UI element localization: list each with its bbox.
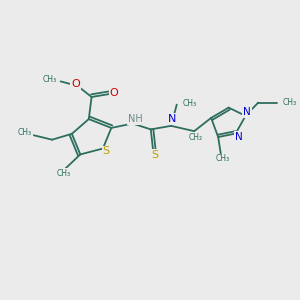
Text: N: N bbox=[243, 107, 251, 117]
Text: NH: NH bbox=[128, 114, 143, 124]
Text: N: N bbox=[235, 132, 242, 142]
Text: S: S bbox=[151, 150, 158, 160]
Text: O: O bbox=[110, 88, 118, 98]
Text: CH₂: CH₂ bbox=[189, 133, 203, 142]
Text: O: O bbox=[71, 79, 80, 89]
Text: S: S bbox=[103, 146, 110, 157]
Text: N: N bbox=[168, 114, 177, 124]
Text: CH₃: CH₃ bbox=[17, 128, 32, 137]
Text: CH₃: CH₃ bbox=[283, 98, 297, 106]
Text: CH₃: CH₃ bbox=[56, 169, 70, 178]
Text: CH₃: CH₃ bbox=[215, 154, 230, 163]
Text: CH₃: CH₃ bbox=[183, 99, 197, 108]
Text: CH₃: CH₃ bbox=[43, 75, 57, 84]
